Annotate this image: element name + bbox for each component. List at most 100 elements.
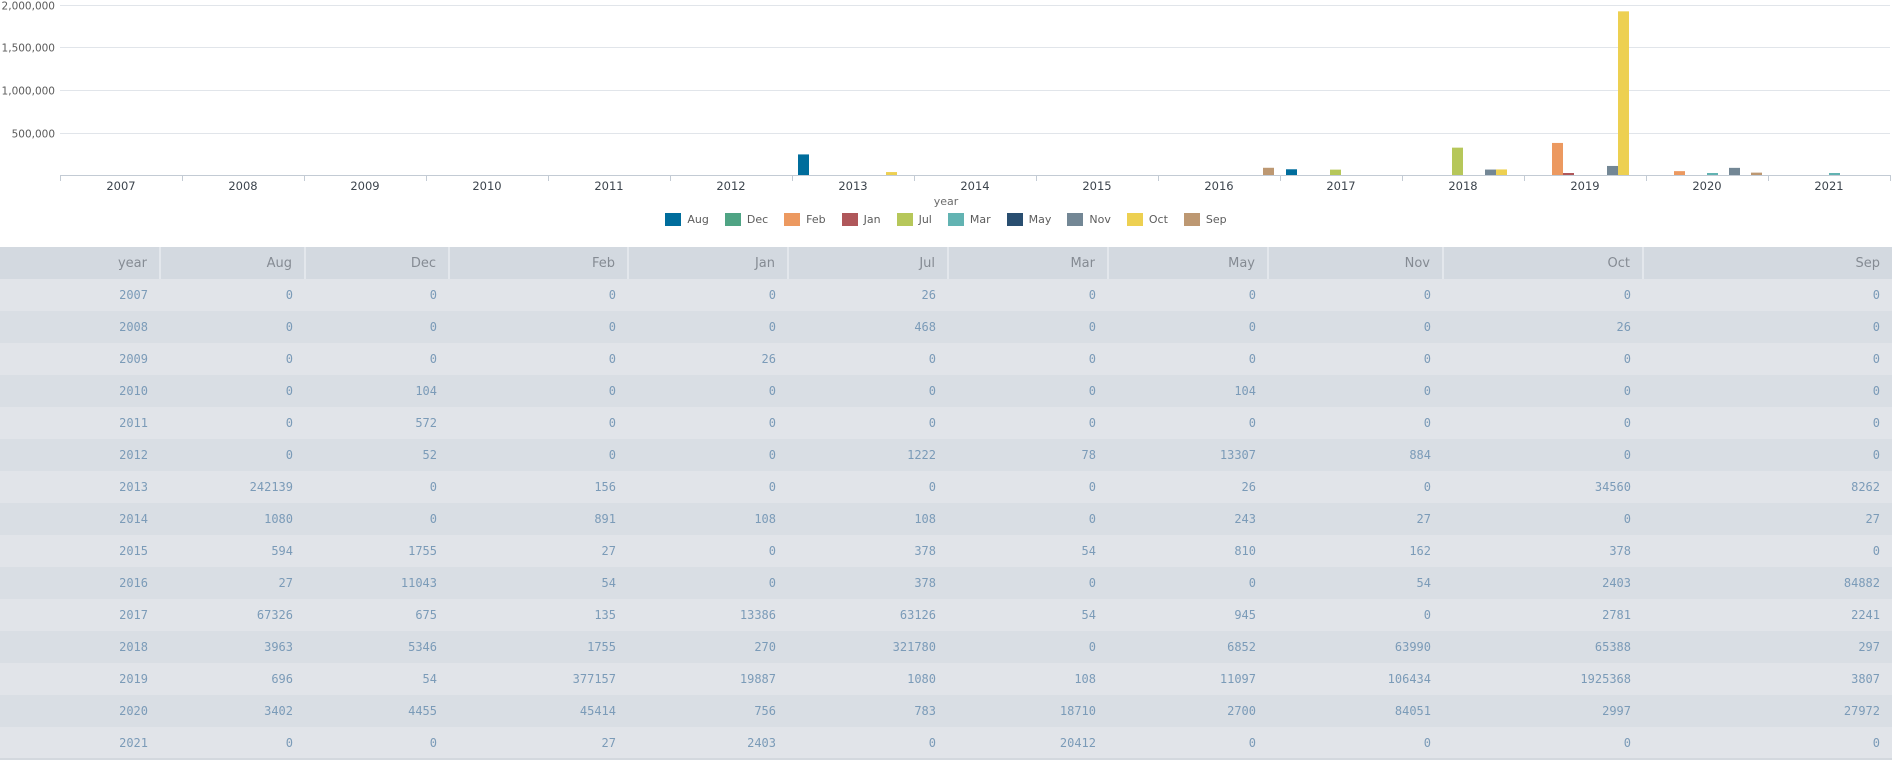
table-cell-jan: 0 xyxy=(628,567,788,599)
table-cell-aug: 242139 xyxy=(160,471,305,503)
table-cell-mar: 0 xyxy=(948,343,1108,375)
table-cell-may: 0 xyxy=(1108,343,1268,375)
bar-nov-2020[interactable] xyxy=(1729,167,1740,175)
table-cell-may: 243 xyxy=(1108,503,1268,535)
chart-plot-area: 500,000 1,000,000 1,500,000 2,000,000 2007 20… xyxy=(2,1,1891,193)
column-header-year[interactable]: year xyxy=(0,247,161,279)
legend-item-jul[interactable]: Jul xyxy=(896,213,932,226)
legend-item-sep[interactable]: Sep xyxy=(1183,213,1227,226)
table-cell-may: 2700 xyxy=(1108,695,1268,727)
table-cell-mar: 0 xyxy=(948,311,1108,343)
x-axis-tick-label: 2007 xyxy=(106,179,135,193)
legend-item-jan[interactable]: Jan xyxy=(841,213,881,226)
x-axis-tick-label: 2012 xyxy=(716,179,745,193)
x-axis-tick-label: 2017 xyxy=(1326,179,1355,193)
table-cell-may: 0 xyxy=(1108,727,1268,760)
table-cell-dec: 11043 xyxy=(305,567,449,599)
legend-item-may[interactable]: May xyxy=(1006,213,1051,226)
bar-oct-2018[interactable] xyxy=(1496,169,1507,175)
bar-aug-2013[interactable] xyxy=(798,154,809,175)
table-cell-mar: 0 xyxy=(948,279,1108,311)
table-cell-oct: 1925368 xyxy=(1443,663,1643,695)
table-cell-jul: 783 xyxy=(788,695,948,727)
table-cell-may: 11097 xyxy=(1108,663,1268,695)
legend-item-oct[interactable]: Oct xyxy=(1126,213,1168,226)
table-cell-feb: 0 xyxy=(449,439,628,471)
x-axis-tick-label: 2016 xyxy=(1204,179,1233,193)
bar-aug-2017[interactable] xyxy=(1286,169,1297,175)
table-cell-aug: 0 xyxy=(160,375,305,407)
table-cell-jul: 108 xyxy=(788,503,948,535)
table-row: 2008 0 0 0 0 468 0 0 0 26 0 xyxy=(0,311,1892,343)
table-cell-feb: 0 xyxy=(449,311,628,343)
table-cell-jul: 0 xyxy=(788,727,948,760)
table-row: 2011 0 572 0 0 0 0 0 0 0 0 xyxy=(0,407,1892,439)
column-header-nov[interactable]: Nov xyxy=(1268,247,1444,279)
table-cell-may: 104 xyxy=(1108,375,1268,407)
table-row: 2021 0 0 27 2403 0 20412 0 0 0 0 xyxy=(0,727,1892,760)
table-cell-jul: 378 xyxy=(788,535,948,567)
table-cell-jan: 2403 xyxy=(628,727,788,760)
x-axis-tick-label: 2008 xyxy=(228,179,257,193)
table-cell-oct: 0 xyxy=(1443,439,1643,471)
column-header-aug[interactable]: Aug xyxy=(160,247,306,279)
table-cell-mar: 0 xyxy=(948,407,1108,439)
column-header-jan[interactable]: Jan xyxy=(628,247,789,279)
bar-jan-2019[interactable] xyxy=(1563,173,1574,175)
bar-jul-2017[interactable] xyxy=(1330,169,1341,175)
table-cell-feb: 45414 xyxy=(449,695,628,727)
legend-item-aug[interactable]: Aug xyxy=(665,213,709,226)
table-row: 2014 1080 0 891 108 108 0 243 27 0 27 xyxy=(0,503,1892,535)
column-header-sep[interactable]: Sep xyxy=(1643,247,1892,279)
column-header-feb[interactable]: Feb xyxy=(449,247,629,279)
bar-nov-2018[interactable] xyxy=(1485,169,1496,175)
legend-item-mar[interactable]: Mar xyxy=(947,213,991,226)
table-cell-feb: 0 xyxy=(449,375,628,407)
table-cell-may: 26 xyxy=(1108,471,1268,503)
table-cell-feb: 0 xyxy=(449,279,628,311)
bar-jul-2018[interactable] xyxy=(1452,147,1463,175)
table-cell-mar: 0 xyxy=(948,503,1108,535)
bar-feb-2019[interactable] xyxy=(1552,142,1563,175)
x-axis-tick-label: 2011 xyxy=(594,179,623,193)
column-header-jul[interactable]: Jul xyxy=(788,247,949,279)
table-row: 2019 696 54 377157 19887 1080 108 11097 106434 19… xyxy=(0,663,1892,695)
legend-label: Aug xyxy=(687,213,709,226)
table-row: 2018 3963 5346 1755 270 321780 0 6852 63990 65388… xyxy=(0,631,1892,663)
bar-mar-2021[interactable] xyxy=(1829,173,1840,175)
column-header-may[interactable]: May xyxy=(1108,247,1269,279)
table-cell-nov: 84051 xyxy=(1268,695,1443,727)
table-cell-mar: 0 xyxy=(948,567,1108,599)
table-cell-nov: 0 xyxy=(1268,375,1443,407)
legend-item-feb[interactable]: Feb xyxy=(784,213,826,226)
table-cell-sep: 0 xyxy=(1643,727,1892,760)
table-cell-jul: 321780 xyxy=(788,631,948,663)
table-cell-sep: 297 xyxy=(1643,631,1892,663)
bar-feb-2020[interactable] xyxy=(1674,171,1685,175)
bar-mar-2020[interactable] xyxy=(1707,173,1718,175)
table-row: 2020 3402 4455 45414 756 783 18710 2700 84051 299… xyxy=(0,695,1892,727)
table-cell-mar: 0 xyxy=(948,471,1108,503)
legend-label: Jan xyxy=(863,213,881,226)
legend-swatch-icon xyxy=(1183,213,1200,226)
table-cell-year: 2021 xyxy=(0,727,160,760)
table-cell-nov: 0 xyxy=(1268,311,1443,343)
bar-oct-2019[interactable] xyxy=(1618,11,1629,175)
legend-label: Feb xyxy=(806,213,826,226)
table-cell-mar: 54 xyxy=(948,535,1108,567)
table-cell-jul: 63126 xyxy=(788,599,948,631)
column-header-dec[interactable]: Dec xyxy=(305,247,450,279)
bar-oct-2013[interactable] xyxy=(886,172,897,175)
bar-sep-2020[interactable] xyxy=(1751,172,1762,175)
column-header-mar[interactable]: Mar xyxy=(948,247,1109,279)
bar-sep-2016[interactable] xyxy=(1263,167,1274,175)
x-axis-title: year xyxy=(933,195,959,208)
column-header-oct[interactable]: Oct xyxy=(1443,247,1644,279)
legend-item-nov[interactable]: Nov xyxy=(1067,213,1111,226)
table-cell-dec: 0 xyxy=(305,471,449,503)
bar-nov-2019[interactable] xyxy=(1607,165,1618,175)
table-cell-may: 945 xyxy=(1108,599,1268,631)
legend-item-dec[interactable]: Dec xyxy=(724,213,768,226)
legend-swatch-icon xyxy=(841,213,858,226)
table-cell-nov: 0 xyxy=(1268,407,1443,439)
